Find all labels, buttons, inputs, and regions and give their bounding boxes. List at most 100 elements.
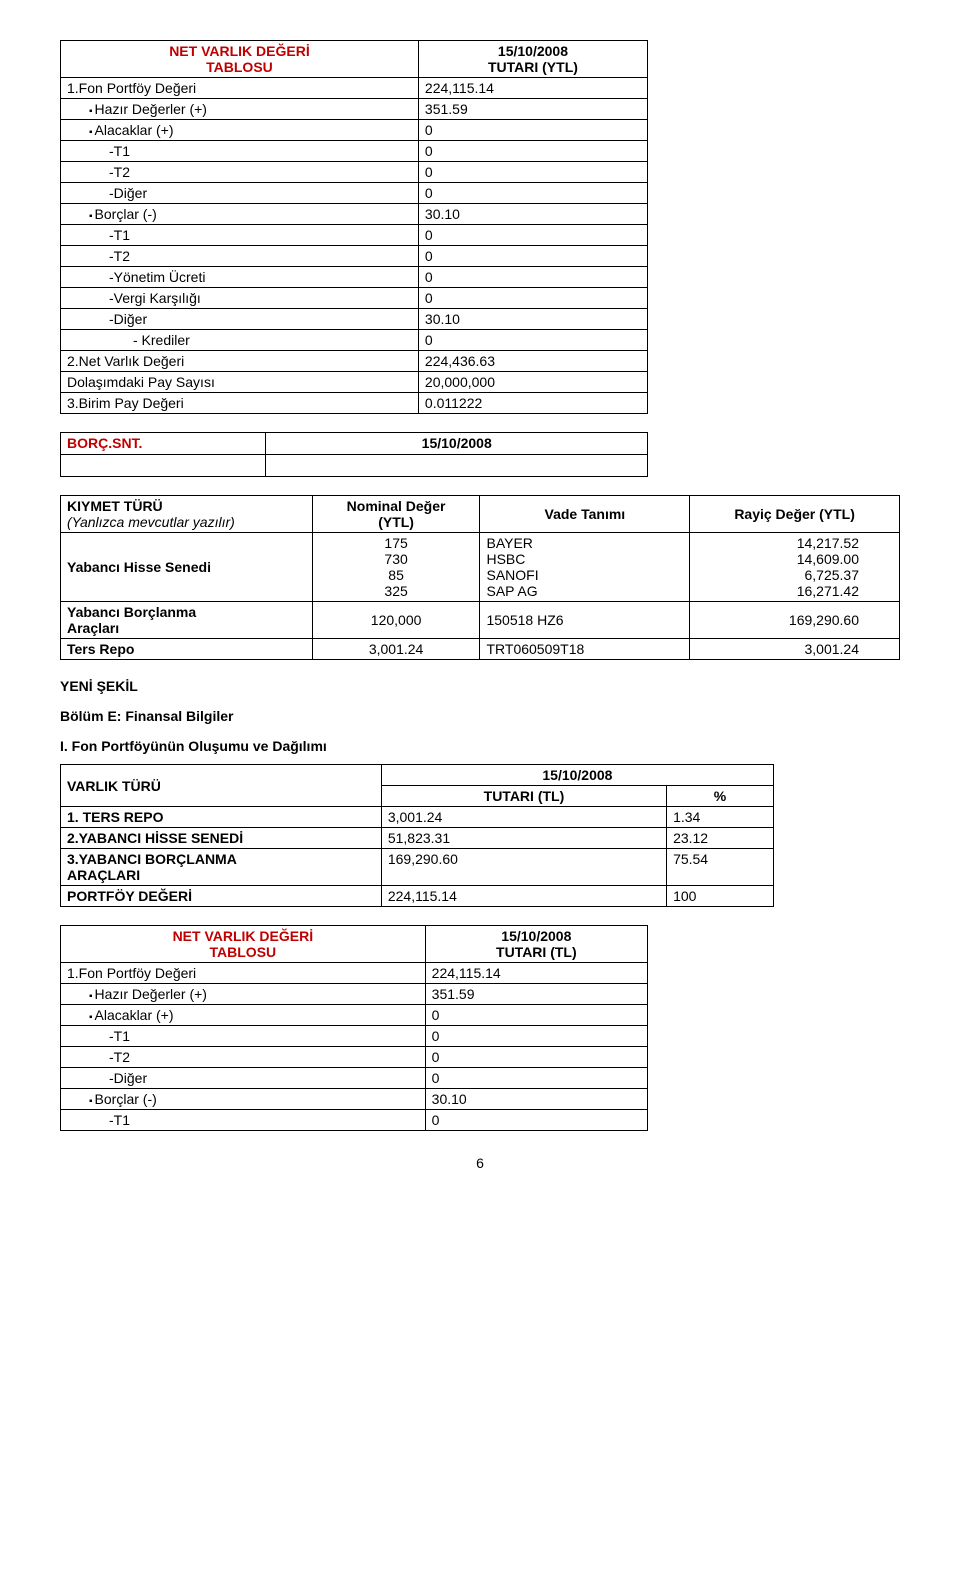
- varlik-value: 51,823.31: [381, 828, 666, 849]
- varlik-label: 3.YABANCI BORÇLANMA ARAÇLARI: [61, 849, 382, 886]
- table-row: PORTFÖY DEĞERİ224,115.14100: [61, 886, 774, 907]
- nav-row-label: ▪Alacaklar (+): [61, 120, 419, 141]
- table-row: 1.Fon Portföy Değeri224,115.14: [61, 78, 648, 99]
- nav-row-label: -Diğer: [61, 309, 419, 330]
- nav-row-value: 20,000,000: [418, 372, 647, 393]
- varlik-label: 1. TERS REPO: [61, 807, 382, 828]
- nav-row-value: 224,115.14: [418, 78, 647, 99]
- table-row: Dolaşımdaki Pay Sayısı20,000,000: [61, 372, 648, 393]
- borc-label: BORÇ.SNT.: [61, 433, 266, 455]
- nav-row-label: Dolaşımdaki Pay Sayısı: [61, 372, 419, 393]
- table-row: Yabancı Borçlanma Araçları120,000150518 …: [61, 602, 900, 639]
- table-row: -T20: [61, 246, 648, 267]
- table-row: -Diğer0: [61, 183, 648, 204]
- nav-row-label: -T2: [61, 246, 419, 267]
- table-row: -T20: [61, 1047, 648, 1068]
- nav-row-label: -Yönetim Ücreti: [61, 267, 419, 288]
- nav-row-value: 0: [425, 1005, 647, 1026]
- table-row: Ters Repo3,001.24TRT060509T183,001.24: [61, 639, 900, 660]
- nav-row-label: ▪Borçlar (-): [61, 204, 419, 225]
- table-row: 1.Fon Portföy Değeri224,115.14: [61, 963, 648, 984]
- nav-row-label: -T1: [61, 1110, 426, 1131]
- nav-row-value: 224,115.14: [425, 963, 647, 984]
- varlik-value: 3,001.24: [381, 807, 666, 828]
- nav-row-label: -T1: [61, 1026, 426, 1047]
- nav-row-value: 0: [425, 1068, 647, 1089]
- nav1-header-1: NET VARLIK DEĞERİ TABLOSU: [61, 41, 419, 78]
- nav-row-label: -T1: [61, 225, 419, 246]
- nav-row-label: ▪Borçlar (-): [61, 1089, 426, 1110]
- nav-row-label: ▪Alacaklar (+): [61, 1005, 426, 1026]
- nav-row-value: 0: [418, 330, 647, 351]
- table-row: 2.Net Varlık Değeri224,436.63: [61, 351, 648, 372]
- nav-row-value: 0: [425, 1110, 647, 1131]
- nav-row-label: -T2: [61, 162, 419, 183]
- varlik-pct: 23.12: [667, 828, 774, 849]
- bolum-e-heading: Bölüm E: Finansal Bilgiler: [60, 708, 900, 724]
- varlik-label: 2.YABANCI HİSSE SENEDİ: [61, 828, 382, 849]
- section-i-heading: I. Fon Portföyünün Oluşumu ve Dağılımı: [60, 738, 900, 754]
- table-row: Yabancı Hisse Senedi175 730 85 325BAYER …: [61, 533, 900, 602]
- kiymet-turu-table: KIYMET TÜRÜ(Yanlızca mevcutlar yazılır) …: [60, 495, 900, 660]
- table-row: 3.Birim Pay Değeri0.011222: [61, 393, 648, 414]
- table-row: 1. TERS REPO3,001.241.34: [61, 807, 774, 828]
- table-row: ▪Borçlar (-)30.10: [61, 204, 648, 225]
- nav-row-value: 30.10: [418, 309, 647, 330]
- nav-row-label: -T1: [61, 141, 419, 162]
- table-row: 2.YABANCI HİSSE SENEDİ51,823.3123.12: [61, 828, 774, 849]
- kiymet-h2: Nominal Değer (YTL): [312, 496, 480, 533]
- page-number: 6: [60, 1155, 900, 1171]
- kiymet-nominal: 175 730 85 325: [312, 533, 480, 602]
- nav-row-label: 2.Net Varlık Değeri: [61, 351, 419, 372]
- varlik-turu-table: VARLIK TÜRÜ 15/10/2008 TUTARI (TL) % 1. …: [60, 764, 774, 907]
- net-varlik-table-1: NET VARLIK DEĞERİ TABLOSU 15/10/2008 TUT…: [60, 40, 648, 414]
- kiymet-h4: Rayiç Değer (YTL): [690, 496, 900, 533]
- table-row: ▪Alacaklar (+)0: [61, 1005, 648, 1026]
- table-row: 3.YABANCI BORÇLANMA ARAÇLARI169,290.6075…: [61, 849, 774, 886]
- varlik-value: 224,115.14: [381, 886, 666, 907]
- nav-row-value: 0: [418, 288, 647, 309]
- nav-row-label: -Diğer: [61, 1068, 426, 1089]
- varlik-label: PORTFÖY DEĞERİ: [61, 886, 382, 907]
- nav-row-value: 0: [418, 183, 647, 204]
- nav-row-value: 0.011222: [418, 393, 647, 414]
- varlik-h1: VARLIK TÜRÜ: [61, 765, 382, 807]
- varlik-value: 169,290.60: [381, 849, 666, 886]
- table-row: -Diğer30.10: [61, 309, 648, 330]
- nav-row-value: 224,436.63: [418, 351, 647, 372]
- varlik-sub1: TUTARI (TL): [381, 786, 666, 807]
- nav-row-value: 0: [418, 141, 647, 162]
- table-row: -T20: [61, 162, 648, 183]
- nav-row-value: 0: [418, 120, 647, 141]
- borc-date: 15/10/2008: [266, 433, 648, 455]
- table-row: ▪Hazır Değerler (+)351.59: [61, 984, 648, 1005]
- kiymet-vade: 150518 HZ6: [480, 602, 690, 639]
- nav2-header-1: NET VARLIK DEĞERİ TABLOSU: [61, 926, 426, 963]
- varlik-sub2: %: [667, 786, 774, 807]
- kiymet-rayic: 169,290.60: [690, 602, 900, 639]
- kiymet-nominal: 3,001.24: [312, 639, 480, 660]
- nav-row-value: 351.59: [418, 99, 647, 120]
- kiymet-rayic: 3,001.24: [690, 639, 900, 660]
- table-row: -T10: [61, 141, 648, 162]
- nav-row-value: 0: [425, 1026, 647, 1047]
- nav2-header-2: 15/10/2008 TUTARI (TL): [425, 926, 647, 963]
- nav-row-value: 0: [418, 246, 647, 267]
- varlik-pct: 75.54: [667, 849, 774, 886]
- kiymet-vade: TRT060509T18: [480, 639, 690, 660]
- nav-row-value: 351.59: [425, 984, 647, 1005]
- varlik-date: 15/10/2008: [381, 765, 773, 786]
- table-row: - Krediler0: [61, 330, 648, 351]
- varlik-pct: 1.34: [667, 807, 774, 828]
- nav1-header-2: 15/10/2008 TUTARI (YTL): [418, 41, 647, 78]
- table-row: -Yönetim Ücreti0: [61, 267, 648, 288]
- kiymet-label: Ters Repo: [61, 639, 313, 660]
- table-row: -Diğer0: [61, 1068, 648, 1089]
- kiymet-rayic: 14,217.52 14,609.00 6,725.37 16,271.42: [690, 533, 900, 602]
- table-row: ▪Hazır Değerler (+)351.59: [61, 99, 648, 120]
- kiymet-label: Yabancı Hisse Senedi: [61, 533, 313, 602]
- table-row: ▪Alacaklar (+)0: [61, 120, 648, 141]
- nav-row-label: -Vergi Karşılığı: [61, 288, 419, 309]
- yeni-sekil-heading: YENİ ŞEKİL: [60, 678, 900, 694]
- table-row: -T10: [61, 1026, 648, 1047]
